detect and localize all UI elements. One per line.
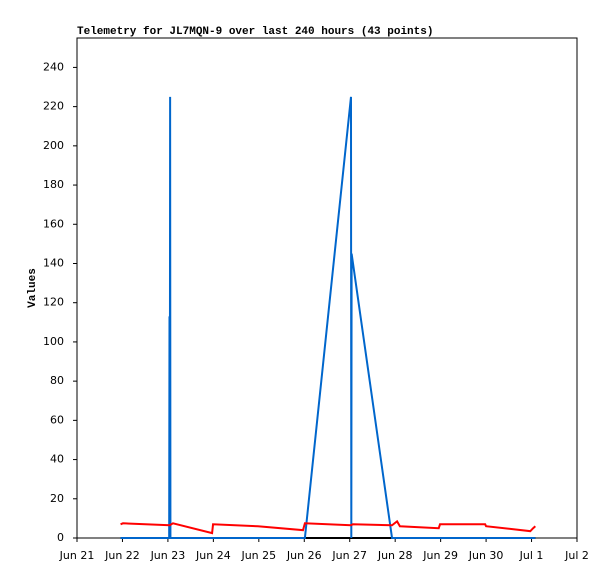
x-tick-label: Jun 23 xyxy=(150,549,186,562)
x-tick-label: Jun 25 xyxy=(240,549,276,562)
series-line xyxy=(120,96,536,539)
y-tick-label: 120 xyxy=(43,296,64,309)
y-tick-label: 200 xyxy=(43,139,64,152)
plot-area xyxy=(76,37,578,539)
x-tick-label: Jun 29 xyxy=(422,549,458,562)
y-tick-label: 140 xyxy=(43,256,64,269)
y-tick-label: 60 xyxy=(50,413,64,426)
y-tick-label: 220 xyxy=(43,100,64,113)
y-axis-label: Values xyxy=(27,268,39,308)
y-tick-label: 180 xyxy=(43,178,64,191)
x-tick-label: Jul 1 xyxy=(519,549,544,562)
x-tick-label: Jun 30 xyxy=(468,549,504,562)
x-tick-label: Jun 26 xyxy=(286,549,322,562)
y-tick-label: 160 xyxy=(43,217,64,230)
y-tick-label: 40 xyxy=(50,453,64,466)
y-tick-label: 0 xyxy=(57,531,64,544)
x-tick-label: Jun 24 xyxy=(195,549,231,562)
y-tick-label: 20 xyxy=(50,492,64,505)
series-line xyxy=(120,519,536,535)
chart-title: Telemetry for JL7MQN-9 over last 240 hou… xyxy=(77,26,433,38)
y-tick-label: 100 xyxy=(43,335,64,348)
x-tick-label: Jun 22 xyxy=(104,549,140,562)
x-tick-label: Jun 28 xyxy=(377,549,413,562)
x-tick-label: Jun 27 xyxy=(331,549,367,562)
y-tick-label: 80 xyxy=(50,374,64,387)
y-tick-label: 240 xyxy=(43,60,64,73)
x-tick-label: Jul 2 xyxy=(564,549,589,562)
x-tick-label: Jun 21 xyxy=(59,549,95,562)
